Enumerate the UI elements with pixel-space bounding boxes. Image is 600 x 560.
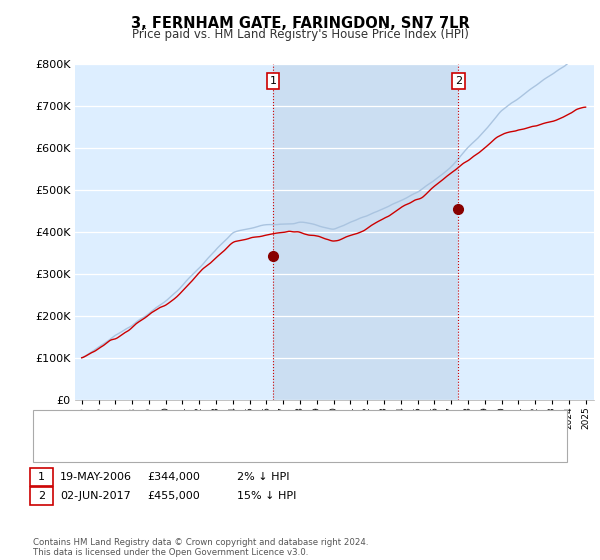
Text: 19-MAY-2006: 19-MAY-2006 — [60, 472, 132, 482]
Text: 2: 2 — [38, 491, 45, 501]
Text: 1: 1 — [269, 76, 277, 86]
Text: 2: 2 — [455, 76, 462, 86]
Text: 15% ↓ HPI: 15% ↓ HPI — [237, 491, 296, 501]
Text: 1: 1 — [38, 472, 45, 482]
Text: £455,000: £455,000 — [147, 491, 200, 501]
Text: 3, FERNHAM GATE, FARINGDON, SN7 7LR (detached house): 3, FERNHAM GATE, FARINGDON, SN7 7LR (det… — [82, 421, 391, 431]
Text: 02-JUN-2017: 02-JUN-2017 — [60, 491, 131, 501]
Text: HPI: Average price, detached house, Vale of White Horse: HPI: Average price, detached house, Vale… — [82, 441, 378, 451]
Bar — [273, 64, 458, 400]
Text: 2% ↓ HPI: 2% ↓ HPI — [237, 472, 290, 482]
Text: Price paid vs. HM Land Registry's House Price Index (HPI): Price paid vs. HM Land Registry's House … — [131, 28, 469, 41]
Text: £344,000: £344,000 — [147, 472, 200, 482]
Text: Contains HM Land Registry data © Crown copyright and database right 2024.
This d: Contains HM Land Registry data © Crown c… — [33, 538, 368, 557]
Text: 3, FERNHAM GATE, FARINGDON, SN7 7LR: 3, FERNHAM GATE, FARINGDON, SN7 7LR — [131, 16, 469, 31]
